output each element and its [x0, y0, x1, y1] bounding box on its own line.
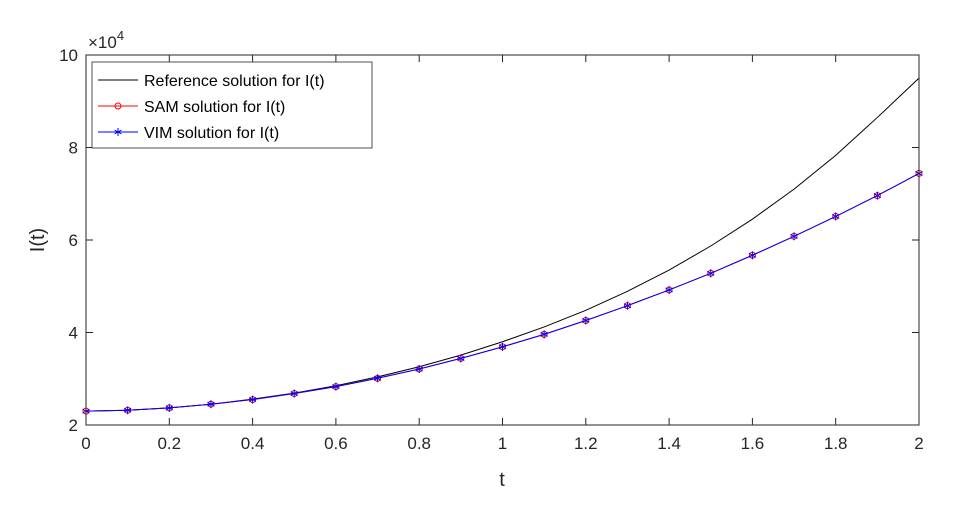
x-tick-label: 0.6 — [324, 434, 348, 453]
ticks-layer: 0 0.2 0.4 0.6 0.8 1 1.2 1.4 1.6 1.8 2 2 4 6 8 10 — [59, 46, 924, 453]
x-tick-label: 0.2 — [157, 434, 181, 453]
y-tick-label: 2 — [69, 416, 78, 435]
data-point-asterisk — [123, 406, 132, 415]
data-point-asterisk — [623, 301, 632, 310]
legend-label: SAM solution for I(t) — [144, 99, 285, 116]
legend-box — [91, 61, 373, 149]
y-exponent-label: ×104 — [88, 28, 124, 52]
data-point-asterisk — [207, 400, 215, 409]
series-layer — [82, 77, 923, 416]
data-point-asterisk — [415, 365, 423, 374]
x-axis-label: t — [499, 469, 505, 491]
y-axis-label: I(t) — [27, 228, 49, 252]
data-point-asterisk — [290, 389, 298, 398]
data-point-asterisk — [582, 316, 590, 325]
legend: Reference solution for I(t) SAM solution … — [91, 61, 373, 149]
y-tick-label: 10 — [59, 46, 78, 65]
data-point-asterisk — [114, 128, 122, 136]
legend-item: Reference solution for I(t) — [98, 73, 325, 90]
y-tick-label: 8 — [69, 139, 78, 158]
data-point-asterisk — [373, 374, 382, 383]
data-point-asterisk — [831, 212, 840, 221]
x-tick-label: 1.6 — [741, 434, 765, 453]
data-point-asterisk — [748, 251, 757, 260]
data-point-asterisk — [873, 191, 882, 200]
legend-label: VIM solution for I(t) — [144, 125, 279, 142]
x-tick-label: 0.8 — [407, 434, 431, 453]
x-tick-label: 1.8 — [824, 434, 848, 453]
y-tick-label: 4 — [69, 324, 78, 343]
data-point-asterisk — [540, 330, 548, 339]
x-tick-label: 2 — [914, 434, 923, 453]
data-point-asterisk — [165, 403, 174, 412]
x-tick-label: 1.4 — [657, 434, 681, 453]
x-tick-label: 0 — [81, 434, 90, 453]
data-point-circle — [114, 102, 122, 110]
legend-item: VIM solution for I(t) — [98, 125, 279, 142]
data-point-asterisk — [707, 269, 715, 278]
x-tick-label: 0.4 — [241, 434, 265, 453]
y-tick-label: 6 — [69, 231, 78, 250]
data-point-asterisk — [457, 354, 465, 363]
data-point-asterisk — [248, 395, 257, 404]
data-point-asterisk — [332, 382, 340, 391]
data-point-asterisk — [790, 232, 798, 241]
legend-label: Reference solution for I(t) — [144, 73, 325, 90]
x-tick-label: 1 — [498, 434, 507, 453]
data-point-asterisk — [498, 342, 507, 351]
x-tick-label: 1.2 — [574, 434, 598, 453]
data-point-asterisk — [665, 285, 673, 294]
legend-item: SAM solution for I(t) — [98, 99, 285, 116]
